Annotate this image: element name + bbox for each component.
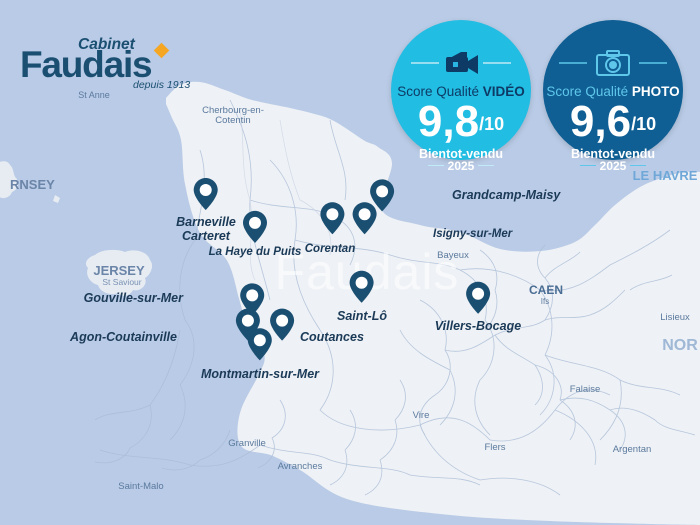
svg-text:Argentan: Argentan — [613, 444, 652, 455]
svg-text:Ifs: Ifs — [541, 297, 549, 306]
svg-text:Flers: Flers — [484, 442, 505, 453]
svg-text:Saint-Malo: Saint-Malo — [118, 481, 163, 492]
svg-text:Lisieux: Lisieux — [660, 312, 690, 323]
svg-text:Carteret: Carteret — [182, 229, 231, 243]
svg-text:Granville: Granville — [228, 438, 266, 449]
svg-text:Coutances: Coutances — [300, 330, 364, 344]
svg-text:Villers-Bocage: Villers-Bocage — [435, 319, 521, 333]
svg-text:Vire: Vire — [413, 410, 430, 421]
svg-text:Isigny-sur-Mer: Isigny-sur-Mer — [433, 228, 513, 240]
svg-text:Corentan: Corentan — [305, 243, 355, 255]
svg-text:Saint-Lô: Saint-Lô — [337, 309, 387, 323]
svg-text:Grandcamp-Maisy: Grandcamp-Maisy — [452, 188, 561, 202]
svg-text:Montmartin-sur-Mer: Montmartin-sur-Mer — [201, 367, 320, 381]
svg-text:Cotentin: Cotentin — [215, 115, 250, 126]
svg-text:St Anne: St Anne — [78, 90, 110, 100]
svg-text:Agon-Coutainville: Agon-Coutainville — [69, 330, 177, 344]
svg-text:JERSEY: JERSEY — [93, 263, 145, 278]
svg-text:CAEN: CAEN — [529, 283, 563, 297]
svg-text:NOR: NOR — [662, 337, 698, 354]
svg-text:RNSEY: RNSEY — [10, 177, 55, 192]
svg-text:Falaise: Falaise — [570, 384, 601, 395]
svg-text:Avranches: Avranches — [278, 461, 323, 472]
svg-text:St Saviour: St Saviour — [102, 277, 141, 287]
svg-text:Barneville: Barneville — [176, 215, 236, 229]
svg-text:Bayeux: Bayeux — [437, 250, 469, 261]
svg-text:La Haye du Puits: La Haye du Puits — [209, 246, 302, 258]
svg-text:Gouville-sur-Mer: Gouville-sur-Mer — [84, 291, 184, 305]
